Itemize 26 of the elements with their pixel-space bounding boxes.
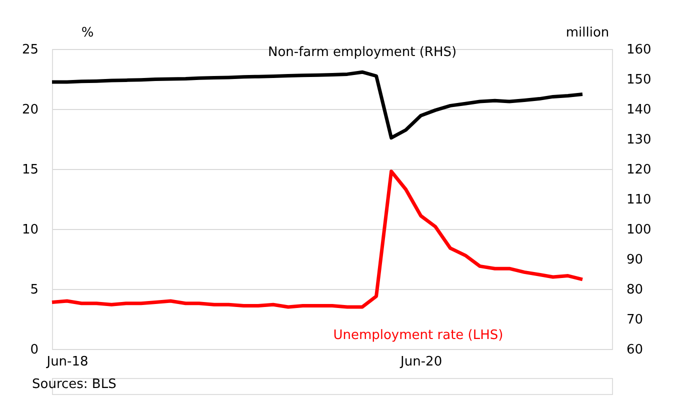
y-tick-label: 5 (30, 282, 38, 298)
y2-tick-label: 160 (626, 42, 652, 58)
y2-tick-label: 60 (626, 342, 644, 358)
source-note: Sources: BLS (32, 377, 116, 392)
y-tick-label: 20 (22, 102, 38, 118)
series-label: Unemployment rate (LHS) (333, 328, 504, 343)
y-axis-title: % (81, 26, 94, 40)
y2-tick-label: 80 (626, 282, 644, 298)
line-series (50, 70, 584, 140)
y-tick-label: 10 (22, 222, 38, 238)
y-tick-label: 0 (30, 342, 38, 358)
y2-tick-label: 90 (626, 252, 644, 268)
y2-tick-label: 140 (626, 102, 652, 118)
line-series (50, 170, 584, 309)
series-label: Non-farm employment (RHS) (268, 45, 457, 60)
x-tick-label: Jun-18 (46, 354, 88, 370)
y2-tick-label: 130 (626, 132, 652, 148)
y2-tick-label: 150 (626, 72, 652, 88)
y2-axis-title: million (566, 26, 610, 40)
y2-tick-label: 100 (626, 222, 652, 238)
y2-tick-label: 110 (626, 192, 652, 208)
y-tick-label: 25 (22, 42, 38, 58)
x-tick-label: Jun-20 (400, 354, 442, 370)
y2-tick-label: 120 (626, 162, 652, 178)
y2-tick-label: 70 (626, 312, 644, 328)
y-tick-label: 15 (22, 162, 38, 178)
